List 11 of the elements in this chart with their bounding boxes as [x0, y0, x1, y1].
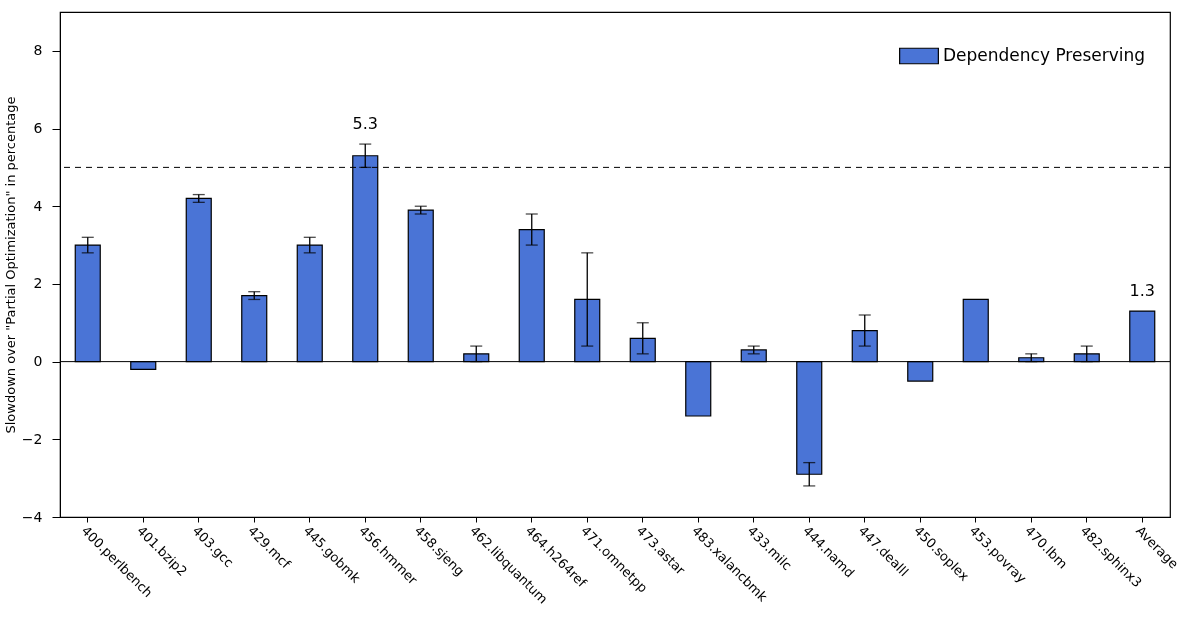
- data-label: 1.3: [1129, 281, 1155, 301]
- legend-label: Dependency Preserving: [943, 45, 1146, 65]
- y-tick-label: 8: [33, 42, 43, 59]
- y-axis-title: Slowdown over "Partial Optimization" in percentage: [2, 96, 18, 434]
- y-tick-label: 6: [33, 120, 43, 137]
- data-label: 5.3: [352, 114, 378, 134]
- y-tick-label: −4: [21, 508, 43, 525]
- y-tick-label: 0: [33, 353, 43, 370]
- y-tick-label: 4: [33, 197, 43, 214]
- y-tick-label: 2: [33, 275, 43, 292]
- y-tick-label: −2: [21, 430, 43, 447]
